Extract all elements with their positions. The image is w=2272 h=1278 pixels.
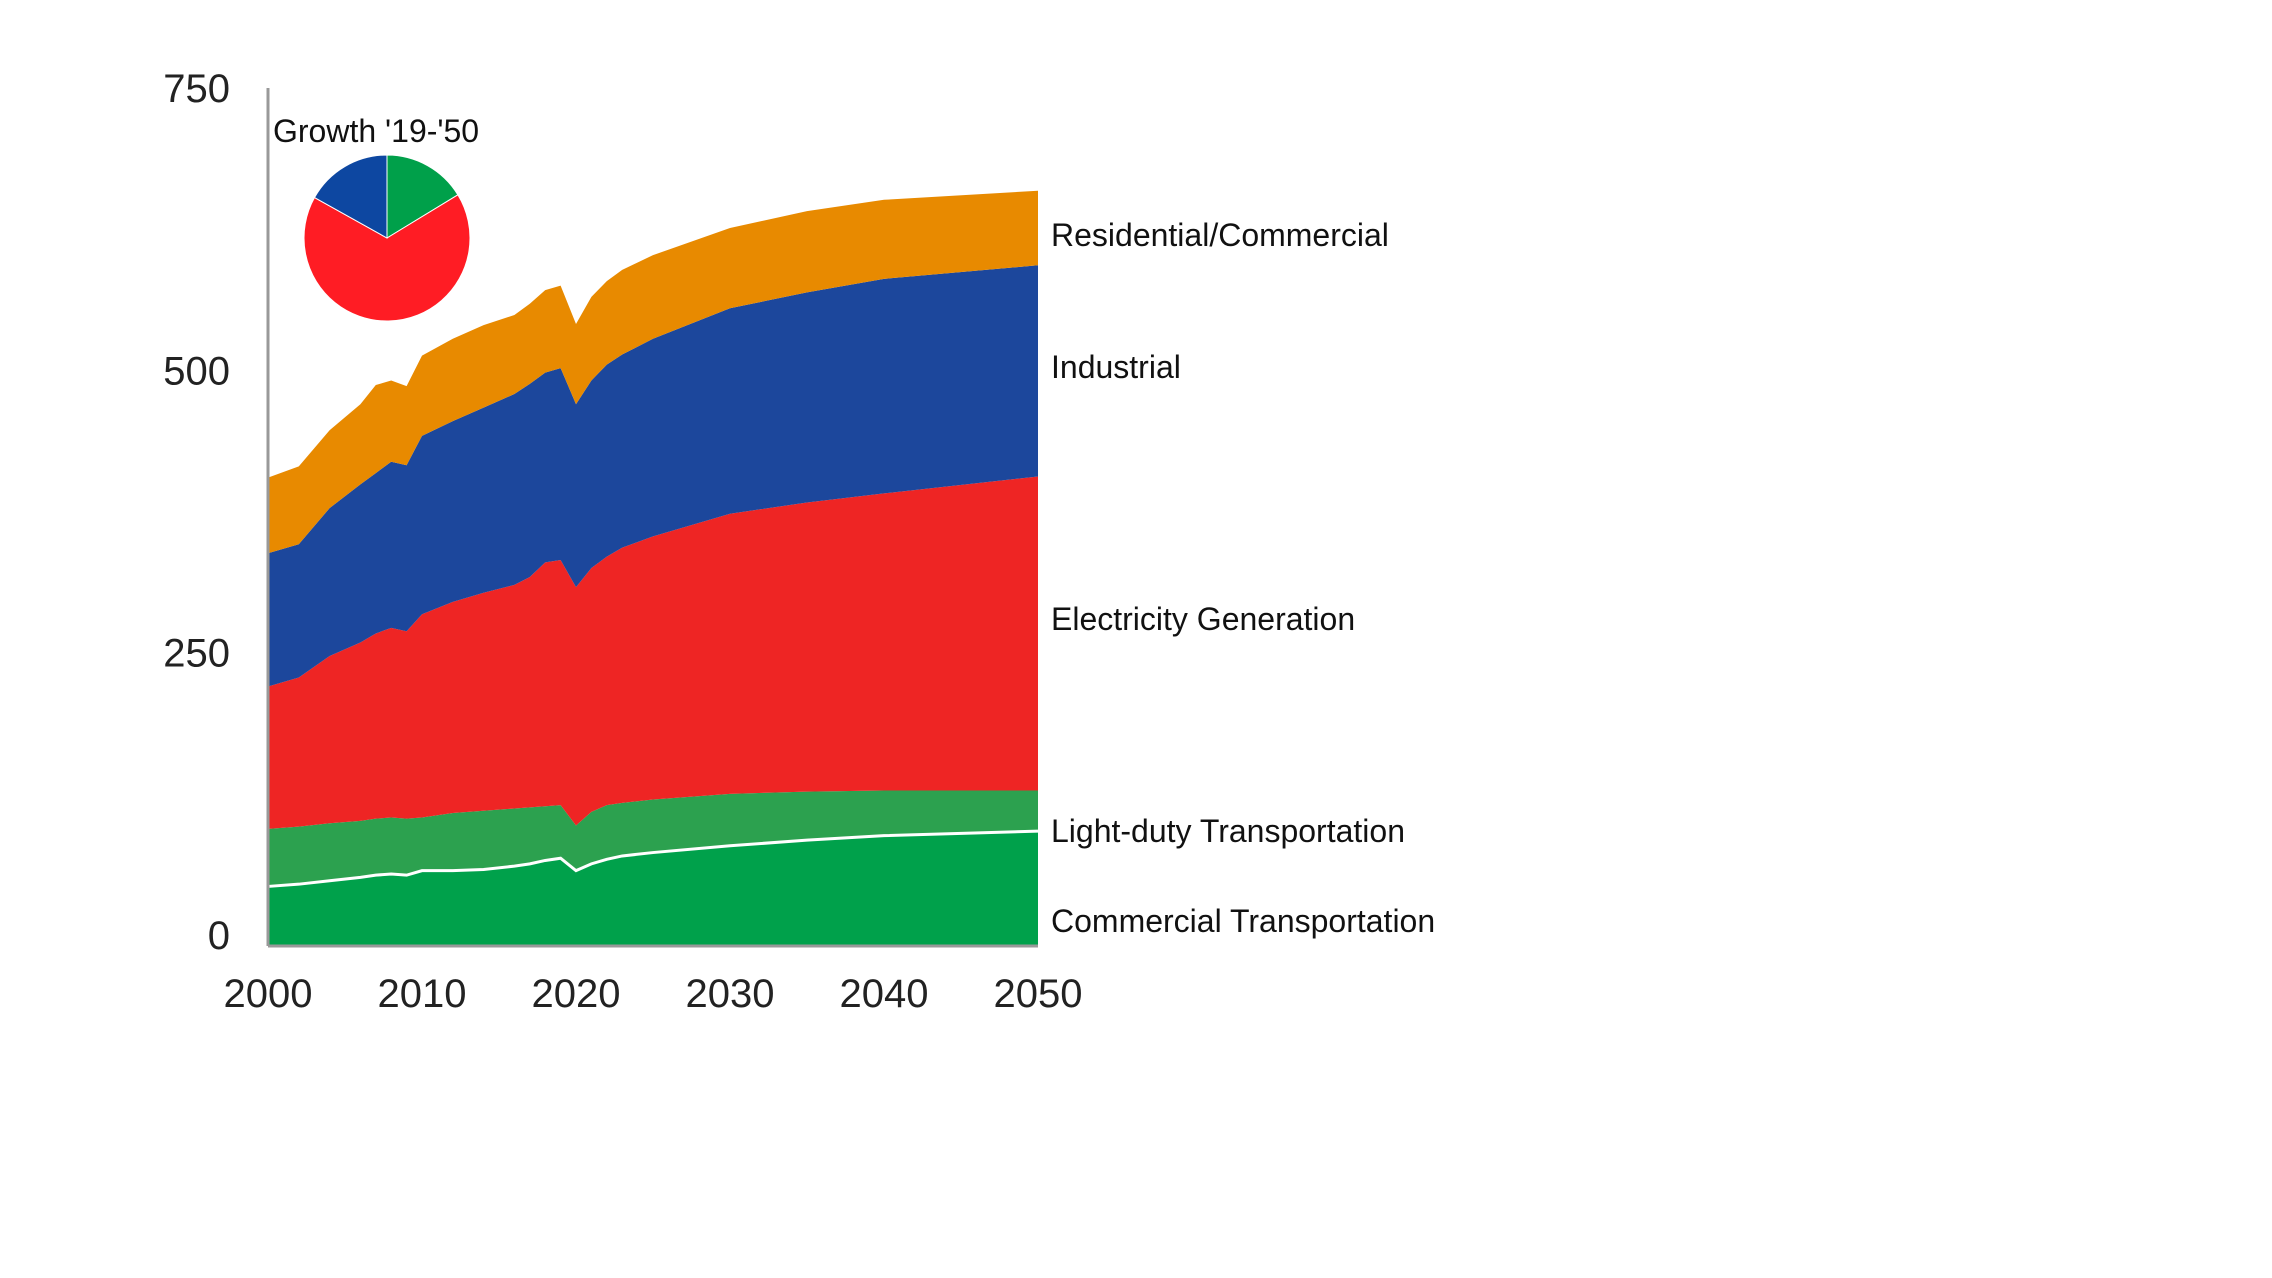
label-electricity-generation: Electricity Generation [1051, 601, 1355, 637]
label-light-duty-transportation: Light-duty Transportation [1051, 813, 1405, 849]
x-tick-label: 2040 [840, 972, 929, 1016]
area-industrial [268, 265, 1038, 687]
y-tick-labels: 0 250 500 750 [163, 67, 230, 958]
area-layers [268, 190, 1038, 946]
y-tick-label: 750 [163, 67, 230, 111]
y-tick-label: 500 [163, 349, 230, 393]
x-tick-label: 2010 [378, 972, 467, 1016]
x-tick-label: 2000 [224, 972, 313, 1016]
series-labels: Commercial Transportation Light-duty Tran… [1051, 217, 1435, 939]
x-tick-labels: 2000 2010 2020 2030 2040 2050 [224, 972, 1083, 1016]
label-residential-commercial: Residential/Commercial [1051, 217, 1389, 253]
label-commercial-transportation: Commercial Transportation [1051, 903, 1435, 939]
area-commercial-transportation [268, 831, 1038, 946]
pie-slice-industrial [313, 154, 388, 239]
label-industrial: Industrial [1051, 349, 1181, 385]
growth-pie-inset: Growth '19-'50 [273, 113, 479, 322]
area-residential-commercial [268, 190, 1038, 554]
x-tick-label: 2020 [532, 972, 621, 1016]
y-tick-label: 250 [163, 632, 230, 676]
commercial-transport-boundary-line [267, 829, 1039, 888]
pie-slice-electricity-generation [303, 194, 471, 322]
x-tick-label: 2030 [686, 972, 775, 1016]
y-tick-label: 0 [208, 914, 230, 958]
area-light-duty-transportation [268, 790, 1038, 887]
area-electricity-generation [268, 476, 1038, 829]
pie-title: Growth '19-'50 [273, 113, 479, 149]
x-tick-label: 2050 [994, 972, 1083, 1016]
pie-slice-transportation [386, 154, 459, 239]
